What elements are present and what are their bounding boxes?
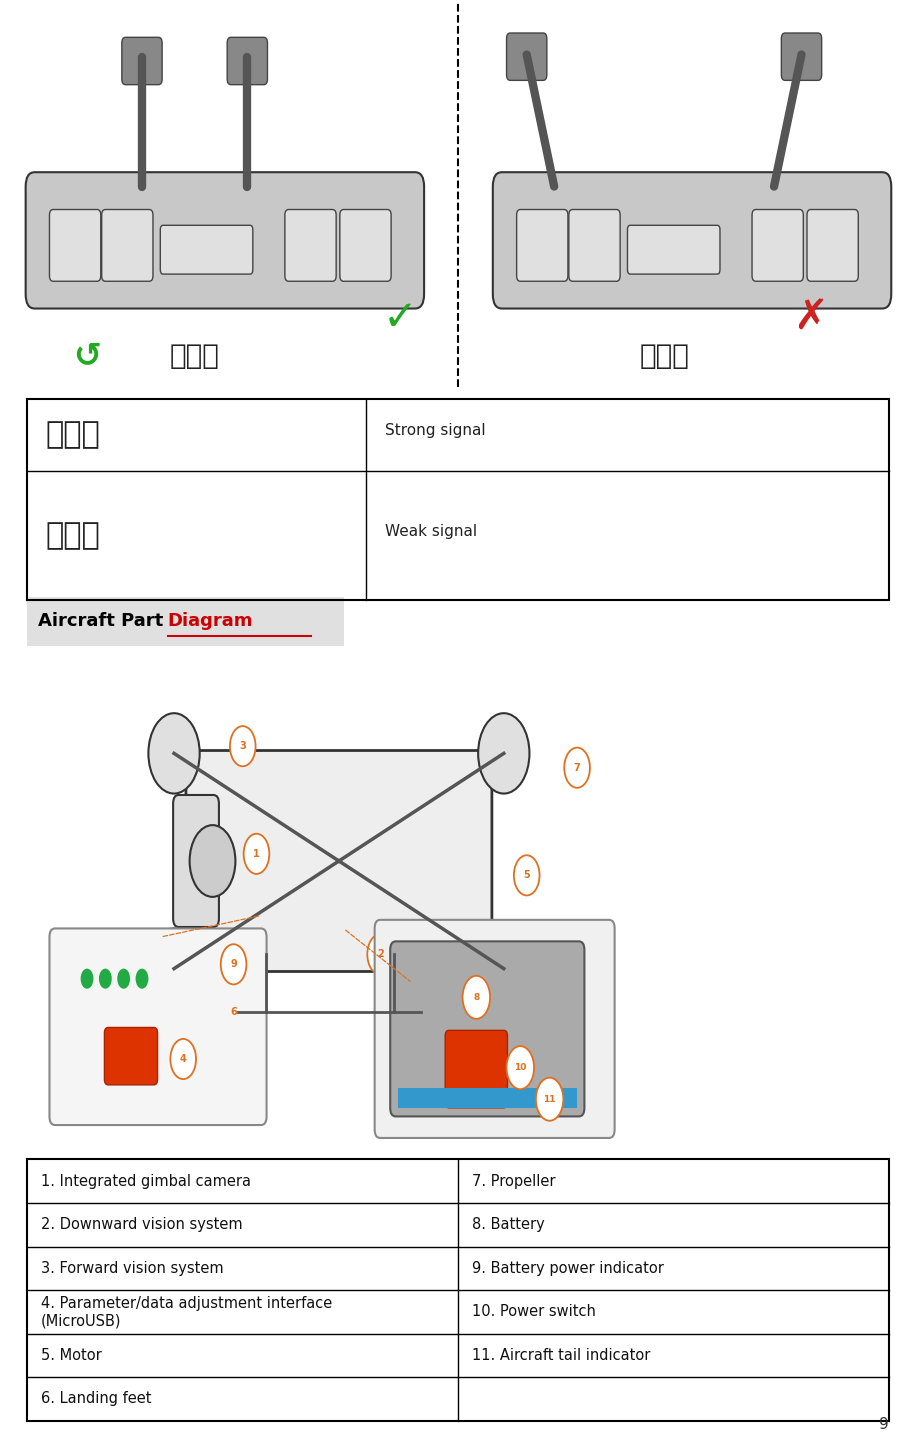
Text: ↺: ↺ (73, 340, 101, 372)
Text: 9. Battery power indicator: 9. Battery power indicator (472, 1261, 663, 1276)
Circle shape (463, 976, 490, 1019)
Text: 5. Motor: 5. Motor (41, 1347, 102, 1363)
Circle shape (507, 1046, 534, 1089)
Text: 6: 6 (230, 1007, 237, 1016)
FancyBboxPatch shape (517, 210, 568, 281)
Text: 3: 3 (239, 742, 246, 751)
FancyBboxPatch shape (49, 928, 267, 1125)
Text: 1. Integrated gimbal camera: 1. Integrated gimbal camera (41, 1174, 251, 1188)
Circle shape (367, 934, 393, 974)
FancyBboxPatch shape (569, 210, 620, 281)
FancyBboxPatch shape (493, 172, 891, 309)
FancyBboxPatch shape (627, 225, 720, 274)
FancyBboxPatch shape (285, 210, 336, 281)
FancyBboxPatch shape (104, 1027, 158, 1085)
Text: ✓: ✓ (383, 297, 418, 339)
Text: Aircraft Part: Aircraft Part (38, 613, 170, 630)
Circle shape (478, 713, 529, 794)
FancyBboxPatch shape (445, 1030, 507, 1108)
Text: 2: 2 (376, 950, 384, 959)
Circle shape (136, 969, 148, 989)
Text: 7. Propeller: 7. Propeller (472, 1174, 555, 1188)
Text: 5: 5 (523, 871, 530, 880)
Text: 4: 4 (180, 1055, 187, 1063)
FancyBboxPatch shape (375, 920, 615, 1138)
Text: Weak signal: Weak signal (385, 524, 477, 538)
Circle shape (564, 748, 590, 788)
Bar (398, 1088, 577, 1108)
Text: 8. Battery: 8. Battery (472, 1217, 544, 1233)
Text: 10: 10 (514, 1063, 527, 1072)
Circle shape (148, 928, 200, 1009)
Text: 信号弱: 信号弱 (639, 342, 689, 370)
Text: Diagram: Diagram (168, 613, 253, 630)
Text: 10. Power switch: 10. Power switch (472, 1304, 595, 1319)
Text: 2. Downward vision system: 2. Downward vision system (41, 1217, 243, 1233)
Text: 8: 8 (474, 993, 479, 1002)
FancyBboxPatch shape (752, 210, 803, 281)
Circle shape (170, 1039, 196, 1079)
Text: 3. Forward vision system: 3. Forward vision system (41, 1261, 224, 1276)
Circle shape (536, 1078, 563, 1121)
FancyBboxPatch shape (781, 33, 822, 80)
Circle shape (514, 855, 540, 895)
FancyBboxPatch shape (186, 751, 492, 971)
Text: 信号强: 信号强 (169, 342, 219, 370)
FancyBboxPatch shape (102, 210, 153, 281)
FancyBboxPatch shape (227, 37, 267, 85)
Text: 11. Aircraft tail indicator: 11. Aircraft tail indicator (472, 1347, 650, 1363)
Text: 9: 9 (230, 960, 237, 969)
FancyBboxPatch shape (160, 225, 253, 274)
Text: 1: 1 (253, 850, 260, 858)
FancyBboxPatch shape (507, 33, 547, 80)
Text: Strong signal: Strong signal (385, 423, 485, 438)
FancyBboxPatch shape (27, 597, 344, 646)
Circle shape (117, 969, 130, 989)
Circle shape (230, 726, 256, 766)
FancyBboxPatch shape (340, 210, 391, 281)
Circle shape (81, 969, 93, 989)
FancyBboxPatch shape (49, 210, 101, 281)
Circle shape (190, 825, 235, 897)
Text: 9: 9 (878, 1418, 889, 1432)
FancyBboxPatch shape (26, 172, 424, 309)
Circle shape (99, 969, 112, 989)
Text: 11: 11 (543, 1095, 556, 1104)
Text: 信号强: 信号强 (46, 420, 101, 449)
Text: 信号弱: 信号弱 (46, 521, 101, 550)
FancyBboxPatch shape (390, 941, 584, 1116)
FancyBboxPatch shape (122, 37, 162, 85)
Circle shape (221, 944, 246, 984)
Text: 6. Landing feet: 6. Landing feet (41, 1392, 152, 1406)
FancyBboxPatch shape (173, 795, 219, 927)
Text: 4. Parameter/data adjustment interface
(MicroUSB): 4. Parameter/data adjustment interface (… (41, 1296, 333, 1327)
Text: 7: 7 (573, 763, 581, 772)
Circle shape (478, 928, 529, 1009)
Circle shape (148, 713, 200, 794)
Circle shape (244, 834, 269, 874)
Circle shape (221, 992, 246, 1032)
Text: ✗: ✗ (793, 297, 828, 339)
FancyBboxPatch shape (807, 210, 858, 281)
